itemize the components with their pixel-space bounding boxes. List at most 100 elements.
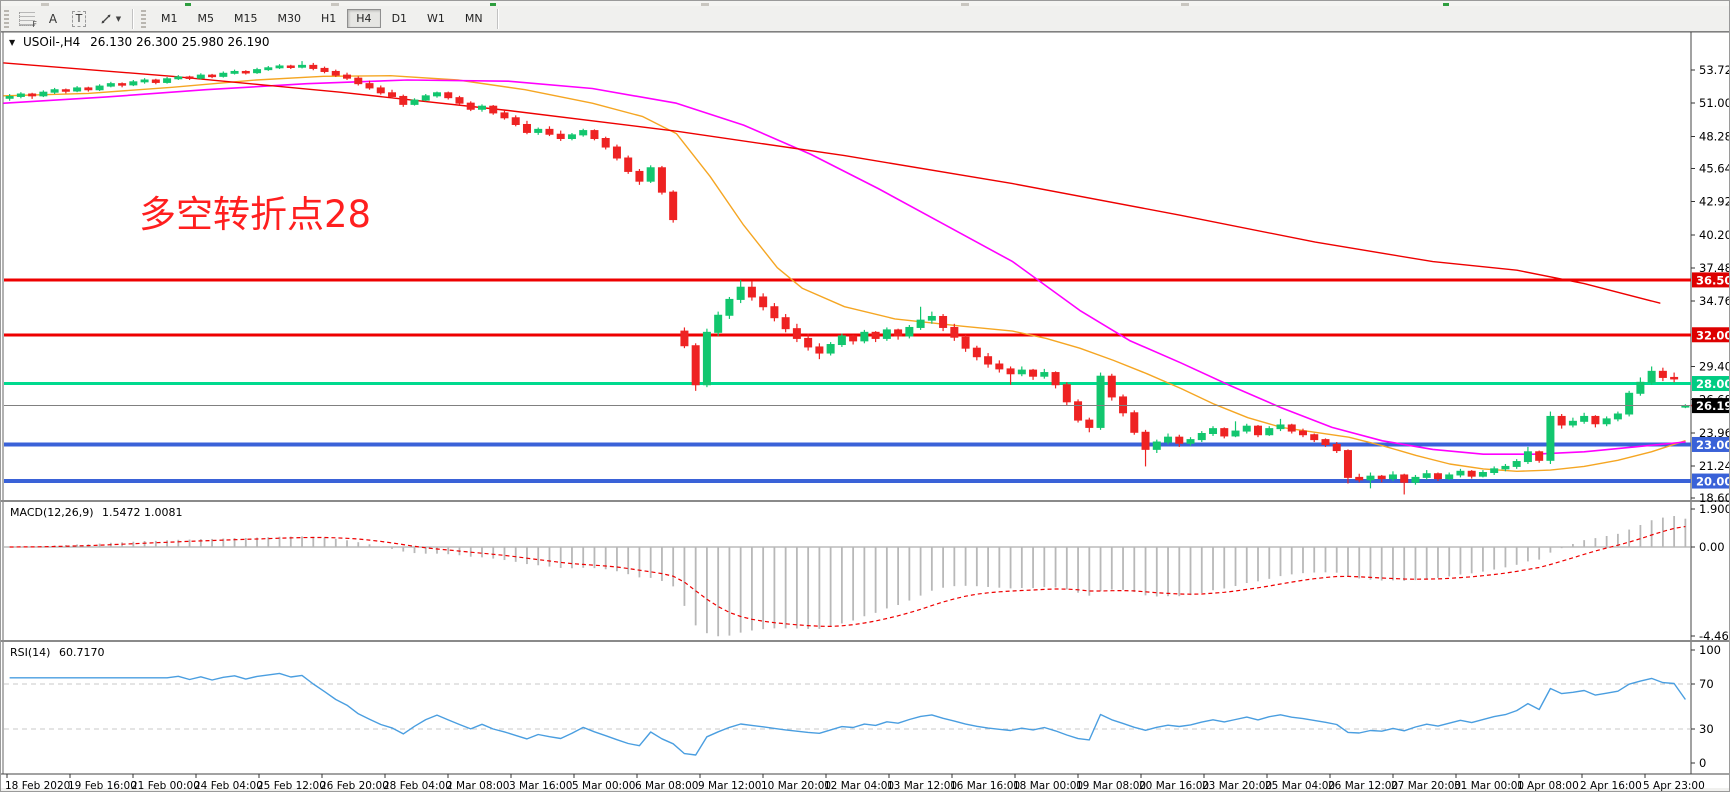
- text-tool-button[interactable]: T: [67, 9, 91, 29]
- candle: [354, 77, 363, 85]
- grid-indicator-button[interactable]: F: [15, 9, 39, 29]
- candle: [1332, 443, 1341, 452]
- candle: [1107, 375, 1116, 398]
- timeframe-button-M5[interactable]: M5: [197, 12, 215, 25]
- chart-ohlc-values: 26.130 26.300 25.980 26.190: [90, 35, 270, 49]
- time-tick-label: 23 Mar 20:00: [1202, 780, 1272, 792]
- time-tick-label: 19 Mar 08:00: [1076, 780, 1146, 792]
- candle: [1388, 474, 1397, 480]
- rsi-tick-label: 0: [1699, 756, 1706, 770]
- candle: [286, 65, 295, 68]
- candle: [826, 344, 835, 354]
- candle: [1411, 476, 1420, 483]
- toolbar-grip[interactable]: [141, 9, 146, 28]
- candle: [927, 315, 936, 321]
- timeframe-button-M30[interactable]: M30: [277, 12, 302, 25]
- timeframe-button-H4[interactable]: H4: [347, 9, 381, 28]
- candle: [208, 74, 217, 78]
- chart-symbol-label: USOil-,H4: [22, 35, 81, 49]
- candle: [781, 317, 790, 330]
- time-tick-label: 16 Mar 16:00: [950, 780, 1020, 792]
- macd-panel: 1.9008 0.00 -4.4611: [4, 502, 1730, 643]
- chart-symbol-dropdown-icon[interactable]: ▼: [9, 38, 16, 47]
- clipped-icon: [961, 3, 969, 6]
- ma-fast: [3, 74, 1686, 472]
- candle: [1658, 370, 1667, 378]
- price-tick-label: 21.240: [1699, 459, 1730, 473]
- macd-values: 1.5472 1.0081: [102, 506, 183, 519]
- rsi-panel: 100 70 30 0: [4, 643, 1721, 770]
- candle: [1613, 413, 1622, 420]
- timeframe-button-W1[interactable]: W1: [427, 12, 445, 25]
- candle: [1591, 415, 1600, 425]
- price-tick-label: 40.200: [1699, 228, 1730, 242]
- timeframe-button-H1[interactable]: H1: [321, 12, 337, 25]
- clipped-icon: [331, 3, 339, 6]
- candle: [444, 92, 453, 99]
- macd-tick-label: -4.4611: [1699, 629, 1730, 643]
- time-tick-label: 18 Mar 00:00: [1013, 780, 1083, 792]
- price-badge-label: 20.000: [1696, 475, 1730, 489]
- candle: [28, 93, 37, 97]
- candle: [612, 146, 621, 159]
- candle: [691, 345, 700, 386]
- candles: [5, 61, 1690, 495]
- timeframe-button-MN[interactable]: MN: [464, 12, 483, 25]
- candle: [1085, 419, 1094, 428]
- candle: [534, 128, 543, 133]
- candle: [916, 319, 925, 328]
- time-tick-label: 18 Feb 2020: [5, 780, 70, 792]
- time-tick-label: 1 Apr 08:00: [1517, 780, 1579, 792]
- candle: [1254, 425, 1263, 436]
- candle: [1456, 470, 1465, 476]
- candle: [500, 112, 509, 119]
- candle: [1343, 450, 1352, 478]
- timeframe-toolbar: M1 M5 M15 M30 H1 H4 D1 W1 MN: [151, 9, 493, 28]
- candle: [657, 167, 666, 193]
- candle: [388, 92, 397, 97]
- price-tick-label: 51.000: [1699, 96, 1730, 110]
- candle: [376, 87, 385, 94]
- candle: [882, 329, 891, 339]
- rsi-value: 60.7170: [58, 646, 105, 659]
- timeframe-button-M15[interactable]: M15: [234, 12, 258, 25]
- price-axis: 53.720 51.000 48.280 45.640 42.920 40.200 37.4…: [1691, 63, 1730, 505]
- candle: [635, 170, 644, 182]
- candle: [1220, 428, 1229, 437]
- candle: [1017, 369, 1026, 375]
- candle: [1478, 472, 1487, 477]
- macd-label: MACD(12,26,9) 1.5472 1.0081: [10, 506, 183, 519]
- clipped-icon: [701, 3, 709, 6]
- price-tick-label: 34.760: [1699, 294, 1730, 308]
- candle: [241, 70, 250, 74]
- candle: [95, 85, 104, 91]
- candle: [1433, 473, 1442, 480]
- price-badge: [1692, 327, 1729, 343]
- candle: [1175, 436, 1184, 444]
- candle: [939, 315, 948, 328]
- toolbar-grip[interactable]: [4, 9, 9, 28]
- timeframe-button-D1[interactable]: D1: [391, 12, 408, 25]
- candle: [714, 314, 723, 333]
- rsi-tick-label: 100: [1699, 643, 1721, 657]
- candle: [1467, 470, 1476, 477]
- price-badges: 36.500 32.000 28.000 23.000 20.000 26.190: [1692, 272, 1730, 489]
- candle: [39, 91, 48, 97]
- price-badge: [1692, 398, 1729, 414]
- timeframe-button-M1[interactable]: M1: [161, 12, 178, 25]
- candle: [1512, 461, 1521, 467]
- time-tick-label: 10 Mar 20:00: [761, 780, 831, 792]
- candle: [1164, 436, 1173, 443]
- candle: [1186, 439, 1195, 444]
- time-tick-label: 19 Feb 16:00: [68, 780, 137, 792]
- candle: [1265, 428, 1274, 436]
- candle: [1141, 431, 1150, 450]
- candle: [680, 330, 689, 347]
- chart-annotation[interactable]: 多空转折点28: [139, 193, 372, 236]
- candle: [567, 134, 576, 140]
- label-tool-button[interactable]: A: [41, 9, 65, 29]
- cursor-tool-button[interactable]: ▼: [93, 9, 127, 29]
- chart-frame: [1, 31, 1729, 791]
- candle: [365, 83, 374, 89]
